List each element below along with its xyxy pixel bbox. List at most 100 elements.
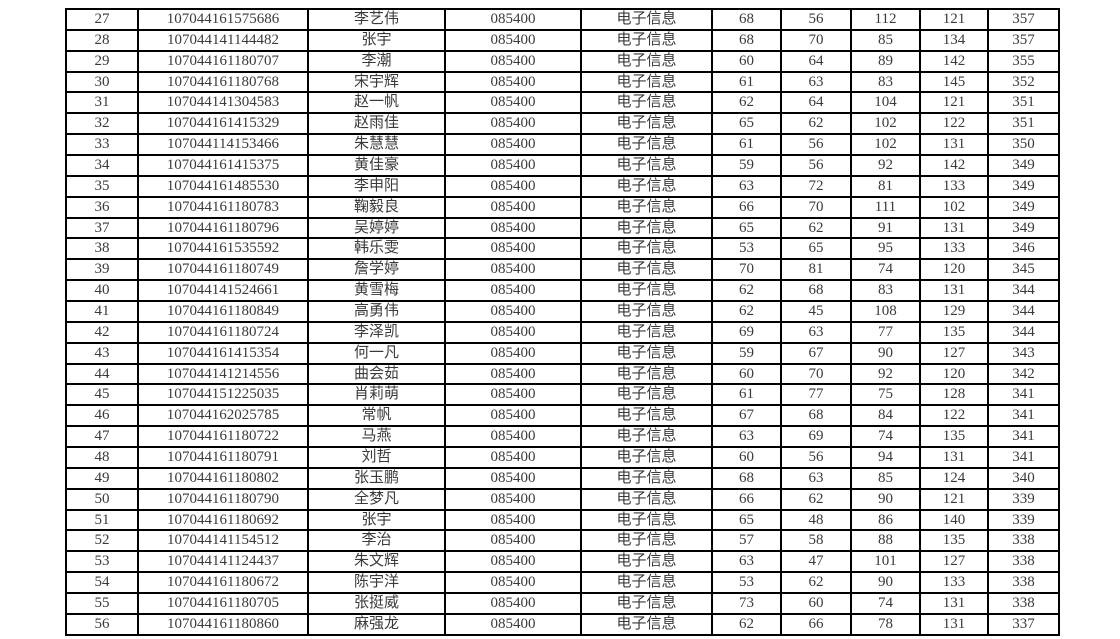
cell-major_name: 电子信息 xyxy=(580,341,713,365)
cell-score_3: 84 xyxy=(850,404,921,428)
cell-total_score: 345 xyxy=(987,258,1060,282)
cell-candidate_id: 107044161180796 xyxy=(137,216,309,240)
cell-total_score: 349 xyxy=(987,154,1060,177)
cell-score_2: 63 xyxy=(780,70,852,94)
cell-major_code: 085400 xyxy=(444,28,582,52)
cell-score_2: 62 xyxy=(780,487,852,511)
cell-major_name: 电子信息 xyxy=(580,446,713,469)
cell-score_3: 77 xyxy=(850,320,921,344)
cell-name: 赵雨佳 xyxy=(307,112,446,136)
cell-score_1: 66 xyxy=(711,195,782,219)
cell-score_4: 129 xyxy=(919,300,989,323)
cell-score_1: 70 xyxy=(711,258,782,282)
cell-name: 麻强龙 xyxy=(307,612,446,637)
cell-total_score: 344 xyxy=(987,320,1060,344)
table-row: 48 107044161180791 刘哲 085400 电子信息 60 56 94 131 34… xyxy=(65,446,1060,469)
cell-score_3: 85 xyxy=(850,466,921,490)
cell-score_2: 70 xyxy=(780,362,852,386)
cell-score_3: 104 xyxy=(850,91,921,115)
cell-row_no: 42 xyxy=(65,320,139,344)
cell-score_3: 78 xyxy=(850,612,921,637)
cell-candidate_id: 107044161180791 xyxy=(137,446,309,469)
cell-row_no: 40 xyxy=(65,279,139,303)
cell-score_1: 61 xyxy=(711,383,782,407)
cell-score_2: 63 xyxy=(780,320,852,344)
cell-score_1: 61 xyxy=(711,70,782,94)
cell-major_code: 085400 xyxy=(444,133,582,157)
cell-score_2: 45 xyxy=(780,300,852,323)
table-row: 37 107044161180796 吴婷婷 085400 电子信息 65 62 91 131 3… xyxy=(65,216,1060,240)
cell-score_4: 102 xyxy=(919,195,989,219)
cell-score_1: 62 xyxy=(711,279,782,303)
cell-total_score: 342 xyxy=(987,362,1060,386)
cell-score_4: 127 xyxy=(919,341,989,365)
cell-total_score: 339 xyxy=(987,508,1060,532)
cell-score_3: 83 xyxy=(850,279,921,303)
cell-major_name: 电子信息 xyxy=(580,237,713,261)
cell-score_2: 64 xyxy=(780,49,852,73)
cell-name: 张宇 xyxy=(307,508,446,532)
cell-score_4: 133 xyxy=(919,571,989,595)
cell-score_1: 73 xyxy=(711,592,782,615)
cell-row_no: 46 xyxy=(65,404,139,428)
cell-total_score: 344 xyxy=(987,300,1060,323)
cell-row_no: 32 xyxy=(65,112,139,136)
cell-candidate_id: 107044161485530 xyxy=(137,174,309,198)
cell-candidate_id: 107044114153466 xyxy=(137,133,309,157)
cell-row_no: 48 xyxy=(65,446,139,469)
cell-major_code: 085400 xyxy=(444,612,582,637)
cell-score_4: 121 xyxy=(919,487,989,511)
cell-score_3: 102 xyxy=(850,112,921,136)
cell-major_name: 电子信息 xyxy=(580,571,713,595)
cell-candidate_id: 107044161180849 xyxy=(137,300,309,323)
cell-score_2: 62 xyxy=(780,216,852,240)
cell-major_name: 电子信息 xyxy=(580,112,713,136)
cell-candidate_id: 107044161180724 xyxy=(137,320,309,344)
cell-major_code: 085400 xyxy=(444,508,582,532)
cell-score_3: 92 xyxy=(850,362,921,386)
cell-row_no: 29 xyxy=(65,49,139,73)
cell-score_2: 56 xyxy=(780,446,852,469)
cell-total_score: 349 xyxy=(987,216,1060,240)
cell-score_2: 70 xyxy=(780,195,852,219)
cell-candidate_id: 107044141154512 xyxy=(137,529,309,553)
cell-score_2: 67 xyxy=(780,341,852,365)
cell-candidate_id: 107044161180860 xyxy=(137,612,309,637)
cell-major_code: 085400 xyxy=(444,404,582,428)
cell-total_score: 338 xyxy=(987,550,1060,574)
cell-major_name: 电子信息 xyxy=(580,300,713,323)
cell-score_2: 68 xyxy=(780,404,852,428)
cell-score_3: 102 xyxy=(850,133,921,157)
cell-candidate_id: 107044161180722 xyxy=(137,425,309,449)
cell-major_code: 085400 xyxy=(444,592,582,615)
cell-candidate_id: 107044161415375 xyxy=(137,154,309,177)
cell-candidate_id: 107044161180783 xyxy=(137,195,309,219)
cell-major_code: 085400 xyxy=(444,8,582,31)
cell-candidate_id: 107044161180749 xyxy=(137,258,309,282)
table-row: 34 107044161415375 黄佳豪 085400 电子信息 59 56 92 142 3… xyxy=(65,154,1060,177)
table-row: 33 107044114153466 朱慧慧 085400 电子信息 61 56 102 131… xyxy=(65,133,1060,157)
cell-total_score: 349 xyxy=(987,195,1060,219)
cell-row_no: 39 xyxy=(65,258,139,282)
cell-major_code: 085400 xyxy=(444,258,582,282)
cell-major_code: 085400 xyxy=(444,466,582,490)
cell-score_4: 131 xyxy=(919,592,989,615)
cell-score_2: 69 xyxy=(780,425,852,449)
cell-total_score: 350 xyxy=(987,133,1060,157)
cell-major_code: 085400 xyxy=(444,154,582,177)
cell-score_1: 68 xyxy=(711,466,782,490)
cell-score_4: 122 xyxy=(919,112,989,136)
cell-major_name: 电子信息 xyxy=(580,91,713,115)
cell-score_4: 135 xyxy=(919,320,989,344)
cell-total_score: 343 xyxy=(987,341,1060,365)
cell-row_no: 35 xyxy=(65,174,139,198)
cell-score_4: 122 xyxy=(919,404,989,428)
cell-major_name: 电子信息 xyxy=(580,529,713,553)
cell-major_code: 085400 xyxy=(444,279,582,303)
cell-major_name: 电子信息 xyxy=(580,487,713,511)
cell-row_no: 38 xyxy=(65,237,139,261)
cell-name: 常帆 xyxy=(307,404,446,428)
cell-major_code: 085400 xyxy=(444,341,582,365)
cell-major_name: 电子信息 xyxy=(580,320,713,344)
